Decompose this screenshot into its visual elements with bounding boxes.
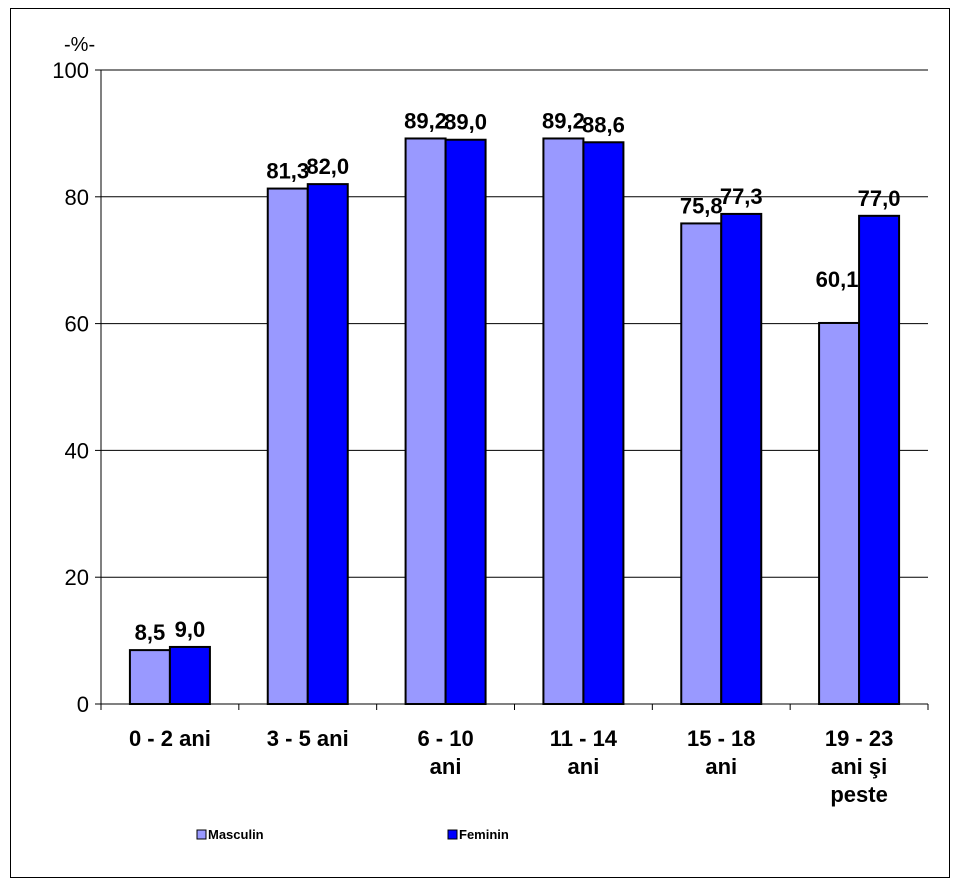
x-category-label: 6 - 10 bbox=[417, 726, 473, 751]
y-tick-label: 20 bbox=[65, 565, 89, 590]
bar-feminin bbox=[582, 141, 625, 705]
y-tick-label: 60 bbox=[65, 312, 89, 337]
x-category-label: ani bbox=[705, 754, 737, 779]
x-category-label: ani şi bbox=[831, 754, 887, 779]
bar-masculin bbox=[128, 649, 171, 705]
bar-feminin bbox=[168, 645, 211, 706]
legend: Masculin Feminin bbox=[196, 827, 509, 842]
data-label: 77,3 bbox=[720, 184, 763, 209]
x-category-label: 19 - 23 bbox=[825, 726, 894, 751]
y-tick-label: 0 bbox=[77, 692, 89, 717]
legend-label-masculin: Masculin bbox=[208, 827, 264, 842]
x-category-label: 15 - 18 bbox=[687, 726, 756, 751]
y-tick-label: 100 bbox=[52, 58, 89, 83]
bar-masculin bbox=[266, 187, 309, 706]
bar-masculin bbox=[818, 321, 861, 705]
bars bbox=[128, 137, 901, 706]
data-label: 88,6 bbox=[582, 112, 625, 137]
bar-feminin bbox=[444, 138, 487, 706]
y-tick-label: 80 bbox=[65, 185, 89, 210]
data-label: 89,2 bbox=[404, 108, 447, 133]
legend-label-feminin: Feminin bbox=[459, 827, 509, 842]
bar-feminin bbox=[306, 183, 349, 705]
data-label: 89,0 bbox=[444, 110, 487, 135]
data-label: 81,3 bbox=[266, 159, 309, 184]
x-category-label: 3 - 5 ani bbox=[267, 726, 349, 751]
legend-swatch-feminin bbox=[447, 829, 458, 840]
data-label: 60,1 bbox=[816, 267, 859, 292]
data-label: 77,0 bbox=[858, 186, 901, 211]
y-tick-label: 40 bbox=[65, 438, 89, 463]
bar-feminin bbox=[858, 214, 901, 705]
unit-label: -%- bbox=[64, 34, 95, 56]
x-category-label: peste bbox=[830, 782, 887, 807]
axes: 0 20 40 60 80 100 bbox=[52, 58, 929, 717]
data-label: 89,2 bbox=[542, 108, 585, 133]
x-category-label: 11 - 14 bbox=[550, 726, 618, 751]
bar-masculin bbox=[680, 222, 723, 705]
data-label: 82,0 bbox=[306, 154, 349, 179]
x-category-label: ani bbox=[430, 754, 462, 779]
bar-feminin bbox=[720, 212, 763, 705]
x-category-label: 0 - 2 ani bbox=[129, 726, 211, 751]
bar-masculin bbox=[404, 137, 447, 706]
gridlines bbox=[101, 69, 928, 578]
bar-masculin bbox=[542, 137, 585, 706]
legend-swatch-masculin bbox=[196, 829, 207, 840]
x-category-label: ani bbox=[568, 754, 600, 779]
data-label: 75,8 bbox=[680, 193, 723, 218]
data-label: 9,0 bbox=[175, 617, 206, 642]
data-label: 8,5 bbox=[135, 620, 166, 645]
